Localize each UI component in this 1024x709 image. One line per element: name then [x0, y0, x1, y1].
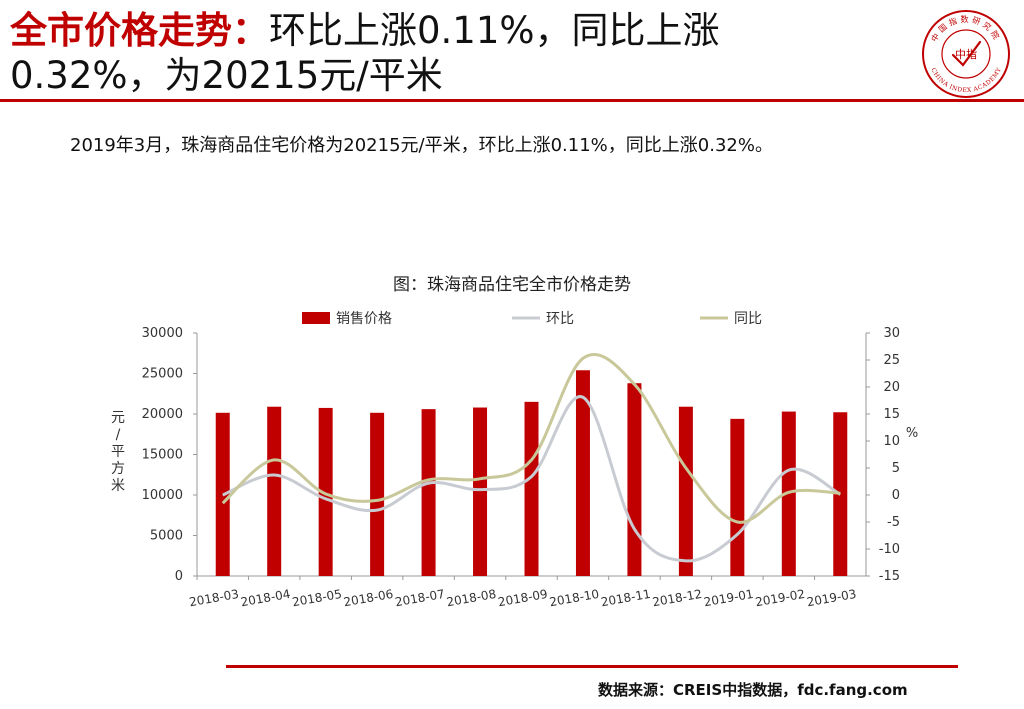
right-tick-label: 20: [883, 380, 900, 395]
price-bar: [575, 370, 590, 576]
x-tick-label: 2018-09: [497, 587, 549, 609]
left-axis-label-char: 平: [111, 444, 125, 460]
left-axis-label-char: /: [116, 427, 121, 443]
x-tick-label: 2018-08: [445, 587, 497, 609]
logo-center-text: 中指: [955, 47, 977, 61]
logo-check-mark: [951, 40, 982, 67]
left-tick-label: 15000: [142, 448, 183, 463]
title-highlight: 全市价格走势：: [10, 9, 269, 52]
price-bar: [318, 407, 333, 576]
x-tick-label: 2019-03: [806, 587, 858, 609]
price-bar: [421, 409, 436, 576]
left-axis-label-char: 米: [111, 478, 125, 494]
yoy-line: [221, 352, 841, 524]
x-tick-label: 2018-10: [548, 587, 600, 609]
x-tick-label: 2018-04: [240, 587, 292, 609]
source-divider: [226, 665, 958, 668]
price-bar: [678, 406, 693, 576]
title-divider: [0, 99, 1024, 102]
mom-line: [222, 395, 842, 563]
left-tick-label: 25000: [142, 367, 183, 382]
price-bar: [627, 383, 642, 576]
left-tick-label: 0: [175, 569, 183, 584]
left-tick-label: 10000: [142, 488, 183, 503]
legend-label: 同比: [734, 311, 762, 327]
title-line2: 0.32%，为20215元/平米: [10, 54, 443, 97]
right-tick-label: 30: [883, 326, 900, 341]
right-tick-label: -5: [887, 515, 900, 530]
left-tick-label: 5000: [150, 529, 183, 544]
right-tick-label: -10: [879, 542, 900, 557]
legend-swatch-bar: [302, 312, 330, 324]
right-tick-label: 15: [883, 407, 900, 422]
legend-label: 环比: [546, 311, 574, 327]
left-axis-label-char: 方: [111, 461, 125, 477]
left-axis-label-char: 元: [111, 410, 125, 426]
x-tick-label: 2018-03: [188, 587, 240, 609]
title-line1-rest: 环比上涨0.11%，同比上涨: [269, 9, 720, 52]
price-bar: [473, 407, 488, 576]
right-tick-label: 5: [892, 461, 900, 476]
x-tick-label: 2019-01: [703, 587, 755, 609]
right-tick-label: 0: [892, 488, 900, 503]
right-tick-label: 10: [883, 434, 900, 449]
right-tick-label: 25: [883, 353, 900, 368]
summary-text: 2019年3月，珠海商品住宅价格为20215元/平米，环比上涨0.11%，同比上…: [70, 135, 773, 156]
price-bar: [370, 412, 385, 576]
x-tick-label: 2019-02: [754, 587, 806, 609]
right-axis-label: %: [906, 426, 918, 441]
price-bar: [730, 418, 745, 576]
x-tick-label: 2018-11: [600, 587, 652, 609]
china-index-academy-logo: 中国指数研究院 CHINA INDEX ACADEMY 中指: [922, 10, 1010, 98]
left-tick-label: 20000: [142, 407, 183, 422]
price-bar: [524, 401, 539, 576]
x-tick-label: 2018-07: [394, 587, 446, 609]
page-title: 全市价格走势：环比上涨0.11%，同比上涨 0.32%，为20215元/平米: [10, 8, 890, 98]
data-source: 数据来源：CREIS中指数据，fdc.fang.com: [598, 681, 908, 699]
left-tick-label: 30000: [142, 326, 183, 341]
legend-label: 销售价格: [336, 311, 392, 327]
x-tick-label: 2018-05: [291, 587, 343, 609]
right-tick-label: -15: [879, 569, 900, 584]
price-bar: [267, 406, 282, 576]
chart-title: 图：珠海商品住宅全市价格走势: [393, 275, 631, 295]
x-tick-label: 2018-12: [651, 587, 703, 609]
x-tick-label: 2018-06: [343, 587, 395, 609]
